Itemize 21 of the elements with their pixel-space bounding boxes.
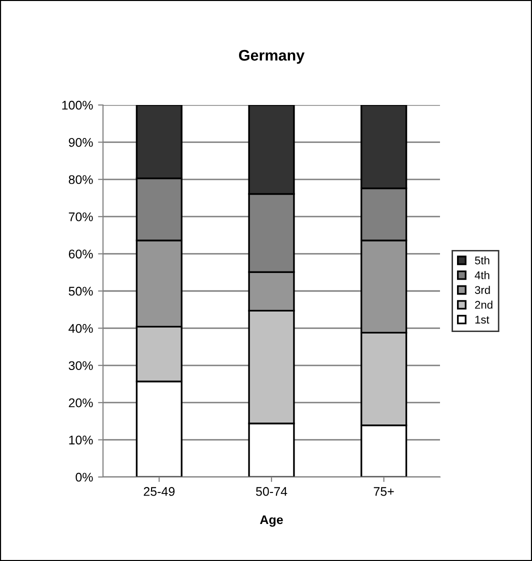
y-tick-label: 100%: [62, 100, 93, 110]
y-tick-label: 0%: [76, 472, 93, 482]
legend-label: 2nd: [475, 300, 492, 309]
legend-label: 4th: [474, 271, 490, 280]
legend-label: 1st: [475, 316, 490, 324]
x-axis-title: Age: [260, 515, 283, 527]
x-tick-label: 25-49: [144, 487, 175, 496]
y-tick-label: 20%: [68, 398, 93, 408]
x-tick-label: 50-74: [256, 487, 288, 496]
y-tick-label: 70%: [68, 212, 93, 222]
legend-label: 3rd: [474, 286, 490, 294]
chart-title: Germany: [239, 50, 305, 64]
y-tick-label: 10%: [69, 436, 93, 444]
y-tick-label: 30%: [68, 361, 93, 370]
y-tick-label: 90%: [68, 138, 93, 147]
y-tick-label: 80%: [68, 175, 93, 184]
y-tick-label: 40%: [68, 324, 93, 333]
x-tick-label: 75+: [374, 487, 394, 496]
y-tick-label: 60%: [68, 250, 93, 258]
legend-label: 5th: [474, 256, 490, 264]
y-tick-label: 50%: [68, 286, 93, 296]
